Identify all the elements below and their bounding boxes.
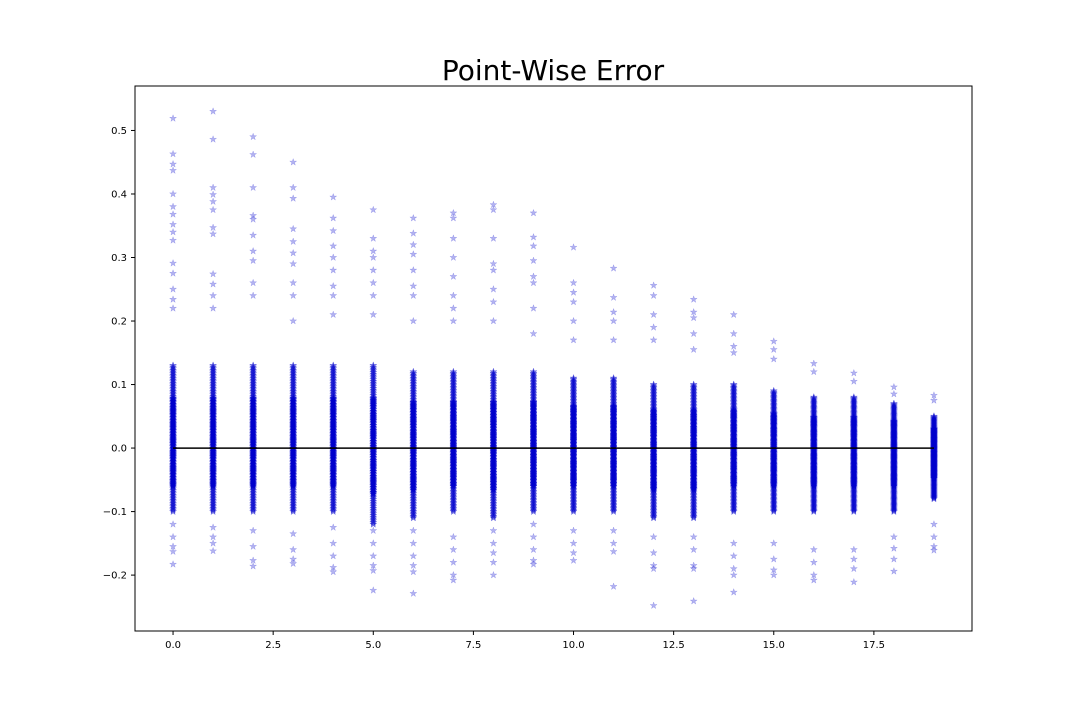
x-tick-label: 2.5 <box>265 640 281 651</box>
x-tick-label: 12.5 <box>663 640 685 651</box>
x-tick-label: 5.0 <box>365 640 381 651</box>
x-tick-label: 10.0 <box>562 640 584 651</box>
y-tick-label: 0.5 <box>111 126 127 137</box>
y-tick-label: 0.3 <box>111 253 127 264</box>
y-tick-label: 0.1 <box>111 380 127 391</box>
x-axis: 0.0 2.5 5.0 7.5 10.0 12.5 15.0 17.5 <box>165 631 885 651</box>
y-tick-label: 0.0 <box>111 444 127 455</box>
y-tick-label: 0.4 <box>111 189 127 200</box>
x-tick-label: 17.5 <box>863 640 885 651</box>
plot-frame <box>134 85 973 632</box>
y-axis: −0.2 −0.1 0.0 0.1 0.2 0.3 0.4 0.5 <box>103 126 135 582</box>
y-tick-label: −0.2 <box>103 571 127 582</box>
x-tick-label: 15.0 <box>763 640 785 651</box>
x-tick-label: 7.5 <box>465 640 481 651</box>
x-tick-label: 0.0 <box>165 640 181 651</box>
y-tick-label: 0.2 <box>111 317 127 328</box>
y-tick-label: −0.1 <box>103 507 127 518</box>
chart-title: Point-Wise Error <box>442 54 665 87</box>
plot-area <box>135 86 972 631</box>
